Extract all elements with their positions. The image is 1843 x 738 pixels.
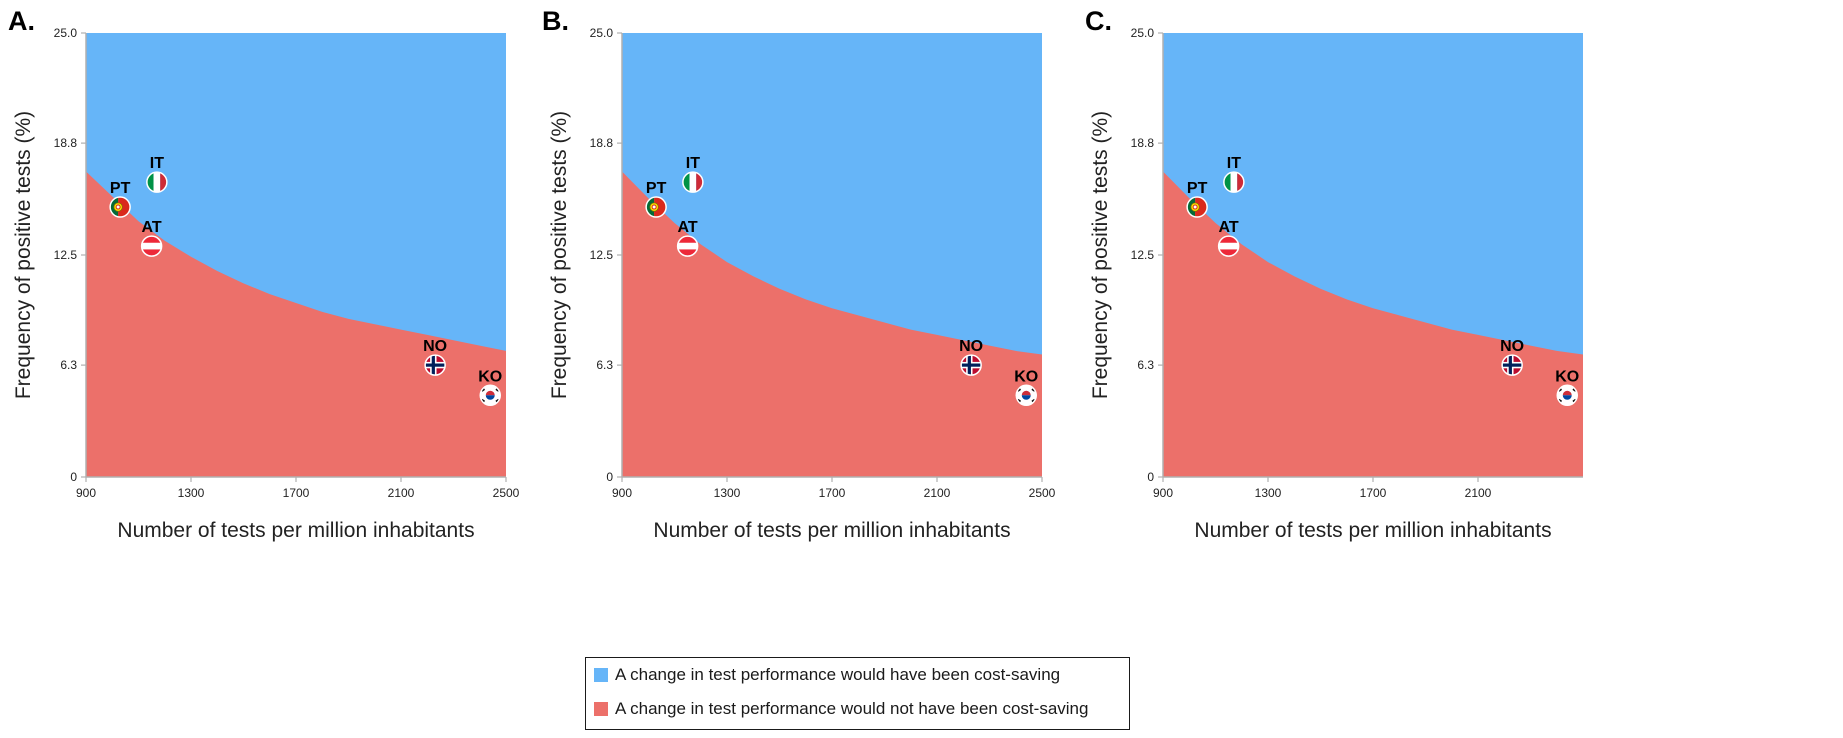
x-tick-label: 900 xyxy=(612,486,632,500)
country-label: AT xyxy=(1219,219,1239,236)
panel-label: B. xyxy=(542,6,569,36)
country-label: KO xyxy=(1555,368,1579,385)
x-tick-label: 1700 xyxy=(1360,486,1387,500)
x-axis-label: Number of tests per million inhabitants xyxy=(1194,519,1551,542)
panel-label: C. xyxy=(1085,6,1112,36)
y-tick-label: 12.5 xyxy=(1131,248,1155,262)
country-label: IT xyxy=(686,155,700,172)
legend-label-cost-saving: A change in test performance would have … xyxy=(615,665,1061,684)
y-tick-label: 0 xyxy=(70,470,77,484)
x-tick-label: 1300 xyxy=(1255,486,1282,500)
x-axis-label: Number of tests per million inhabitants xyxy=(653,519,1010,542)
y-tick-label: 6.3 xyxy=(60,358,77,372)
x-tick-label: 1300 xyxy=(178,486,205,500)
country-marker-it: IT xyxy=(1223,155,1245,193)
y-axis-label: Frequency of positive tests (%) xyxy=(12,111,35,399)
x-tick-label: 2500 xyxy=(493,486,520,500)
legend-swatch-cost-saving xyxy=(594,668,608,682)
country-marker-at: AT xyxy=(1217,219,1240,257)
country-label: NO xyxy=(423,338,447,355)
y-tick-label: 12.5 xyxy=(590,248,614,262)
y-tick-label: 25.0 xyxy=(1131,26,1155,40)
y-axis-label: Frequency of positive tests (%) xyxy=(1089,111,1112,399)
y-tick-label: 18.8 xyxy=(590,136,614,150)
y-axis-label: Frequency of positive tests (%) xyxy=(548,111,571,399)
x-tick-label: 2500 xyxy=(1029,486,1056,500)
x-tick-label: 1700 xyxy=(283,486,310,500)
chart-panel-2: 0 6.3 12.5 18.8 25.0 900 1300 1700 2100 2500 Numbe… xyxy=(542,6,1056,542)
country-label: NO xyxy=(959,338,983,355)
country-marker-no: NO xyxy=(423,338,447,376)
y-tick-label: 12.5 xyxy=(54,248,78,262)
x-tick-label: 1700 xyxy=(819,486,846,500)
country-marker-ko: KO xyxy=(1014,368,1038,407)
y-tick-label: 6.3 xyxy=(596,358,613,372)
country-label: KO xyxy=(1014,368,1038,385)
y-tick-label: 0 xyxy=(606,470,613,484)
country-marker-ko: KO xyxy=(478,368,502,407)
x-tick-label: 2100 xyxy=(924,486,951,500)
not-cost-saving-region xyxy=(1163,171,1583,477)
country-label: PT xyxy=(1187,180,1208,197)
country-marker-no: NO xyxy=(1500,338,1524,376)
x-tick-label: 2100 xyxy=(388,486,415,500)
country-marker-pt: PT xyxy=(109,180,131,218)
x-tick-label: 900 xyxy=(76,486,96,500)
country-marker-it: IT xyxy=(682,155,704,193)
not-cost-saving-region xyxy=(86,171,506,477)
country-label: KO xyxy=(478,368,502,385)
y-tick-label: 18.8 xyxy=(1131,136,1155,150)
y-tick-label: 6.3 xyxy=(1137,358,1154,372)
country-marker-it: IT xyxy=(146,155,168,193)
not-cost-saving-region xyxy=(622,171,1042,477)
chart-panel-1: 0 6.3 12.5 18.8 25.0 900 1300 1700 2100 2500 Numbe… xyxy=(8,6,520,542)
legend-item-cost-saving: A change in test performance would have … xyxy=(586,658,1129,692)
y-tick-label: 25.0 xyxy=(590,26,614,40)
country-marker-pt: PT xyxy=(1186,180,1208,218)
country-marker-ko: KO xyxy=(1555,368,1579,407)
y-tick-label: 25.0 xyxy=(54,26,78,40)
legend: A change in test performance would have … xyxy=(585,657,1130,730)
x-tick-label: 2100 xyxy=(1465,486,1492,500)
country-marker-at: AT xyxy=(140,219,163,257)
country-marker-at: AT xyxy=(676,219,699,257)
panel-label: A. xyxy=(8,6,35,36)
country-marker-no: NO xyxy=(959,338,983,376)
country-marker-pt: PT xyxy=(645,180,667,218)
y-tick-label: 0 xyxy=(1147,470,1154,484)
x-axis-label: Number of tests per million inhabitants xyxy=(117,519,474,542)
x-tick-label: 1300 xyxy=(714,486,741,500)
country-label: NO xyxy=(1500,338,1524,355)
x-tick-label: 900 xyxy=(1153,486,1173,500)
country-label: AT xyxy=(142,219,162,236)
legend-item-not-cost-saving: A change in test performance would not h… xyxy=(586,692,1129,726)
country-label: PT xyxy=(646,180,667,197)
country-label: PT xyxy=(110,180,131,197)
legend-label-not-cost-saving: A change in test performance would not h… xyxy=(615,699,1089,718)
country-label: IT xyxy=(150,155,164,172)
country-label: IT xyxy=(1227,155,1241,172)
legend-swatch-not-cost-saving xyxy=(594,702,608,716)
country-label: AT xyxy=(678,219,698,236)
chart-panel-3: 0 6.3 12.5 18.8 25.0 900 1300 1700 2100 Number of… xyxy=(1085,6,1583,542)
y-tick-label: 18.8 xyxy=(54,136,78,150)
